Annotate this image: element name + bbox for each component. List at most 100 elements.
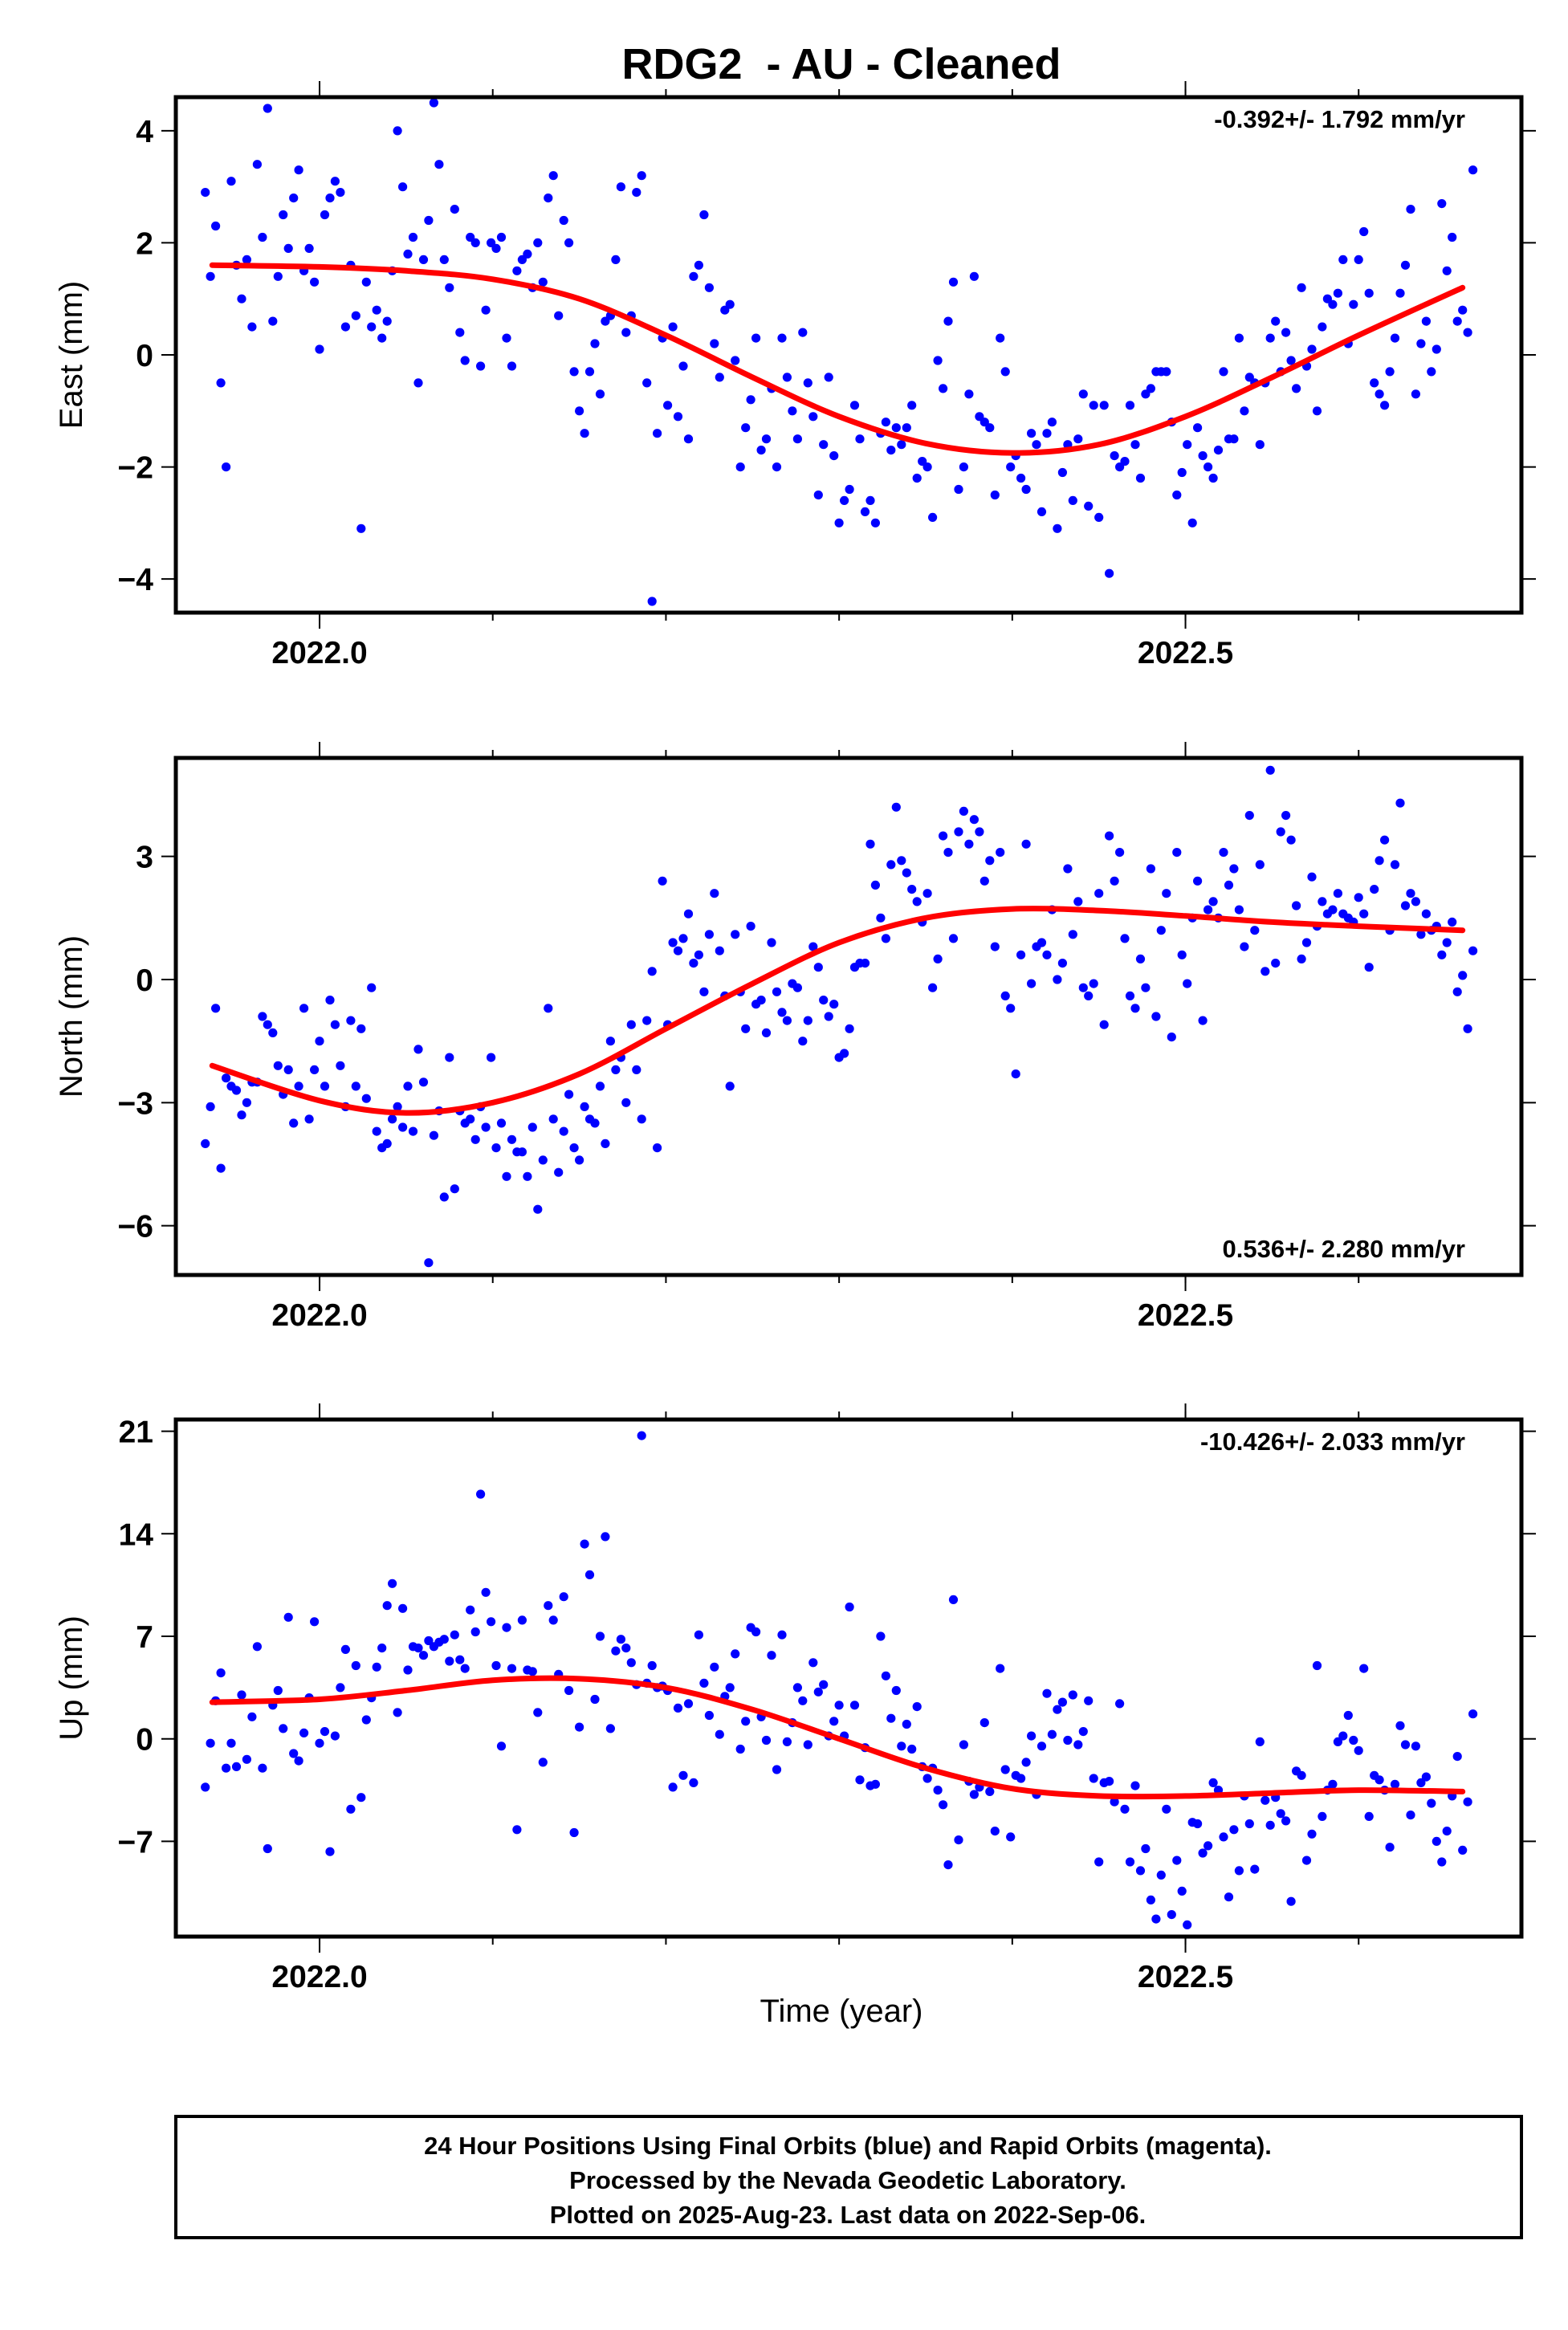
north-data-point	[948, 934, 959, 943]
up-data-point	[985, 1786, 995, 1796]
up-data-point	[798, 1696, 808, 1705]
north-data-point	[439, 1192, 449, 1202]
east-data-point	[912, 473, 922, 483]
north-data-point	[813, 963, 823, 972]
east-data-point	[1047, 418, 1057, 427]
north-data-point	[237, 1110, 246, 1120]
up-data-point	[580, 1539, 589, 1549]
east-data-point	[689, 271, 698, 281]
up-data-point	[626, 1658, 636, 1668]
up-data-point	[668, 1782, 678, 1792]
up-data-point	[616, 1635, 626, 1644]
east-data-point	[902, 423, 911, 433]
east-data-point	[928, 512, 938, 523]
north-data-point	[1208, 897, 1218, 906]
up-data-point	[361, 1715, 371, 1725]
east-data-point	[845, 484, 854, 495]
east-data-point	[1458, 305, 1468, 315]
up-data-point	[1244, 1819, 1254, 1829]
north-data-point	[767, 938, 776, 947]
up-data-point	[996, 1664, 1005, 1673]
north-data-point	[819, 996, 829, 1005]
east-data-point	[1380, 401, 1390, 410]
up-data-point	[502, 1623, 511, 1632]
east-y-tick-label: −4	[118, 563, 154, 597]
north-data-point	[1400, 901, 1411, 910]
up-data-point	[538, 1758, 548, 1767]
up-rate-label: -10.426+/- 2.033 mm/yr	[1200, 1428, 1465, 1456]
up-data-point	[1375, 1775, 1384, 1785]
east-data-point	[1000, 367, 1010, 377]
up-data-point	[1068, 1690, 1077, 1700]
north-data-point	[1219, 848, 1228, 857]
north-plot-area	[201, 765, 1478, 1268]
north-data-point	[1063, 864, 1073, 874]
north-data-point	[575, 1155, 584, 1165]
north-data-point	[445, 1053, 454, 1062]
up-data-point	[247, 1712, 257, 1721]
up-data-point	[372, 1662, 381, 1672]
north-data-point	[1006, 1004, 1016, 1013]
east-data-point	[584, 367, 595, 377]
up-data-point	[1125, 1857, 1135, 1867]
up-data-point	[336, 1683, 345, 1693]
east-data-point	[683, 434, 694, 444]
east-data-point	[222, 462, 231, 472]
east-data-point	[1229, 434, 1239, 444]
north-data-point	[611, 1065, 621, 1074]
east-data-point	[544, 193, 553, 203]
east-data-point	[1406, 205, 1415, 214]
east-data-point	[1208, 473, 1218, 483]
east-data-point	[1432, 344, 1441, 354]
north-data-point	[466, 1114, 475, 1124]
north-data-point	[902, 868, 911, 878]
north-data-point	[761, 1028, 772, 1037]
east-data-point	[304, 243, 314, 253]
up-data-point	[1395, 1721, 1405, 1730]
east-data-point	[252, 160, 262, 169]
up-data-point	[1406, 1811, 1415, 1820]
east-data-point	[1089, 401, 1098, 410]
east-data-point	[788, 406, 797, 416]
up-data-point	[933, 1786, 943, 1795]
east-data-point	[1271, 316, 1281, 326]
up-data-point	[377, 1644, 387, 1653]
up-y-tick-label: 21	[119, 1416, 153, 1450]
up-data-point	[1312, 1660, 1322, 1671]
east-data-point	[792, 434, 803, 444]
north-data-point	[1078, 983, 1088, 992]
north-data-point	[647, 967, 657, 976]
up-data-point	[476, 1489, 486, 1499]
north-data-point	[1244, 811, 1254, 821]
east-data-point	[761, 434, 772, 444]
east-data-point	[829, 451, 839, 461]
north-data-point	[1364, 963, 1374, 972]
up-data-point	[294, 1756, 303, 1766]
east-data-point	[336, 188, 345, 198]
east-data-point	[242, 255, 251, 264]
up-data-point	[979, 1718, 989, 1728]
east-data-point	[1183, 440, 1192, 450]
north-data-point	[408, 1126, 418, 1136]
north-data-point	[1271, 959, 1281, 968]
up-data-point	[1458, 1845, 1468, 1855]
up-data-point	[226, 1738, 236, 1748]
up-data-point	[902, 1719, 911, 1729]
north-data-point	[206, 1102, 215, 1111]
north-data-point	[1162, 889, 1171, 898]
up-data-point	[1198, 1848, 1208, 1858]
east-data-point	[985, 423, 995, 433]
up-data-point	[772, 1765, 782, 1774]
north-data-point	[538, 1155, 548, 1165]
up-data-point	[487, 1617, 496, 1627]
north-data-point	[1229, 864, 1239, 874]
up-data-point	[1057, 1697, 1067, 1707]
north-y-tick-label: 3	[136, 841, 153, 875]
north-data-point	[268, 1028, 278, 1037]
east-fit-line	[209, 262, 1466, 456]
north-data-point	[1151, 1012, 1161, 1021]
panels: 2022.0 2022.5 −4 −2 0 2 4 East (mm) -0.392+/- 1.…	[54, 81, 1536, 1994]
up-data-point	[907, 1744, 917, 1754]
east-data-point	[855, 434, 865, 444]
